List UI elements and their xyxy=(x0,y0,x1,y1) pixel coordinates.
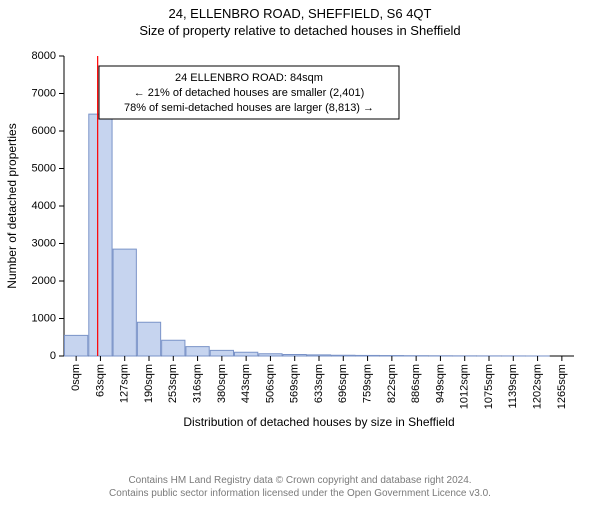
chart-container: 0 1000 2000 3000 4000 5000 6000 7000 8000 Number … xyxy=(0,46,600,446)
svg-text:← 21% of detached houses are s: ← 21% of detached houses are smaller (2,… xyxy=(134,87,365,99)
footer: Contains HM Land Registry data © Crown c… xyxy=(0,475,600,500)
svg-text:949sqm: 949sqm xyxy=(434,364,446,403)
svg-text:1265sqm: 1265sqm xyxy=(556,364,568,409)
svg-text:633sqm: 633sqm xyxy=(313,364,325,403)
svg-text:78% of semi-detached houses ar: 78% of semi-detached houses are larger (… xyxy=(124,102,374,114)
svg-text:0: 0 xyxy=(50,350,56,362)
svg-text:1075sqm: 1075sqm xyxy=(483,364,495,409)
svg-text:6000: 6000 xyxy=(32,125,56,137)
svg-text:0sqm: 0sqm xyxy=(70,364,82,391)
svg-text:8000: 8000 xyxy=(32,50,56,62)
svg-text:Distribution of detached house: Distribution of detached houses by size … xyxy=(183,415,454,429)
svg-text:24 ELLENBRO ROAD: 84sqm: 24 ELLENBRO ROAD: 84sqm xyxy=(175,72,323,84)
page-title-address: 24, ELLENBRO ROAD, SHEFFIELD, S6 4QT xyxy=(0,6,600,21)
footer-line1: Contains HM Land Registry data © Crown c… xyxy=(0,475,600,488)
footer-line2: Contains public sector information licen… xyxy=(0,488,600,501)
svg-text:1202sqm: 1202sqm xyxy=(531,364,543,409)
svg-text:1000: 1000 xyxy=(32,312,56,324)
svg-text:2000: 2000 xyxy=(32,275,56,287)
svg-text:7000: 7000 xyxy=(32,87,56,99)
svg-text:696sqm: 696sqm xyxy=(337,364,349,403)
svg-text:1012sqm: 1012sqm xyxy=(459,364,471,409)
svg-text:886sqm: 886sqm xyxy=(410,364,422,403)
svg-text:506sqm: 506sqm xyxy=(264,364,276,403)
svg-text:822sqm: 822sqm xyxy=(386,364,398,403)
svg-text:1139sqm: 1139sqm xyxy=(507,364,519,408)
svg-text:380sqm: 380sqm xyxy=(216,364,228,403)
svg-text:759sqm: 759sqm xyxy=(361,364,373,403)
svg-text:Number of detached properties: Number of detached properties xyxy=(5,123,19,288)
svg-text:253sqm: 253sqm xyxy=(167,364,179,403)
svg-text:5000: 5000 xyxy=(32,162,56,174)
svg-text:3000: 3000 xyxy=(32,237,56,249)
svg-text:443sqm: 443sqm xyxy=(240,364,252,403)
svg-text:63sqm: 63sqm xyxy=(94,364,106,397)
svg-text:190sqm: 190sqm xyxy=(143,364,155,403)
svg-text:316sqm: 316sqm xyxy=(191,364,203,403)
histogram-chart: 0 1000 2000 3000 4000 5000 6000 7000 8000 Number … xyxy=(0,46,600,446)
page-title-subtitle: Size of property relative to detached ho… xyxy=(0,23,600,38)
svg-text:569sqm: 569sqm xyxy=(289,364,301,403)
svg-text:4000: 4000 xyxy=(32,200,56,212)
svg-text:127sqm: 127sqm xyxy=(119,364,131,403)
